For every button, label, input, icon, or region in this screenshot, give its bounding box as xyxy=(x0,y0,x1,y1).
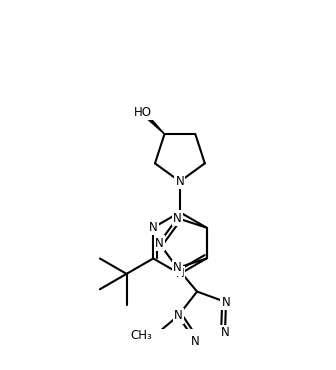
Text: N: N xyxy=(175,175,184,188)
Text: HO: HO xyxy=(134,106,152,119)
Text: N: N xyxy=(175,268,184,280)
Polygon shape xyxy=(141,111,165,134)
Text: CH₃: CH₃ xyxy=(130,329,152,342)
Text: N: N xyxy=(149,221,158,234)
Text: N: N xyxy=(173,262,182,275)
Text: N: N xyxy=(173,212,182,225)
Text: N: N xyxy=(155,236,164,249)
Text: N: N xyxy=(174,309,182,322)
Text: N: N xyxy=(220,326,229,339)
Text: N: N xyxy=(222,296,230,309)
Text: N: N xyxy=(191,335,200,348)
